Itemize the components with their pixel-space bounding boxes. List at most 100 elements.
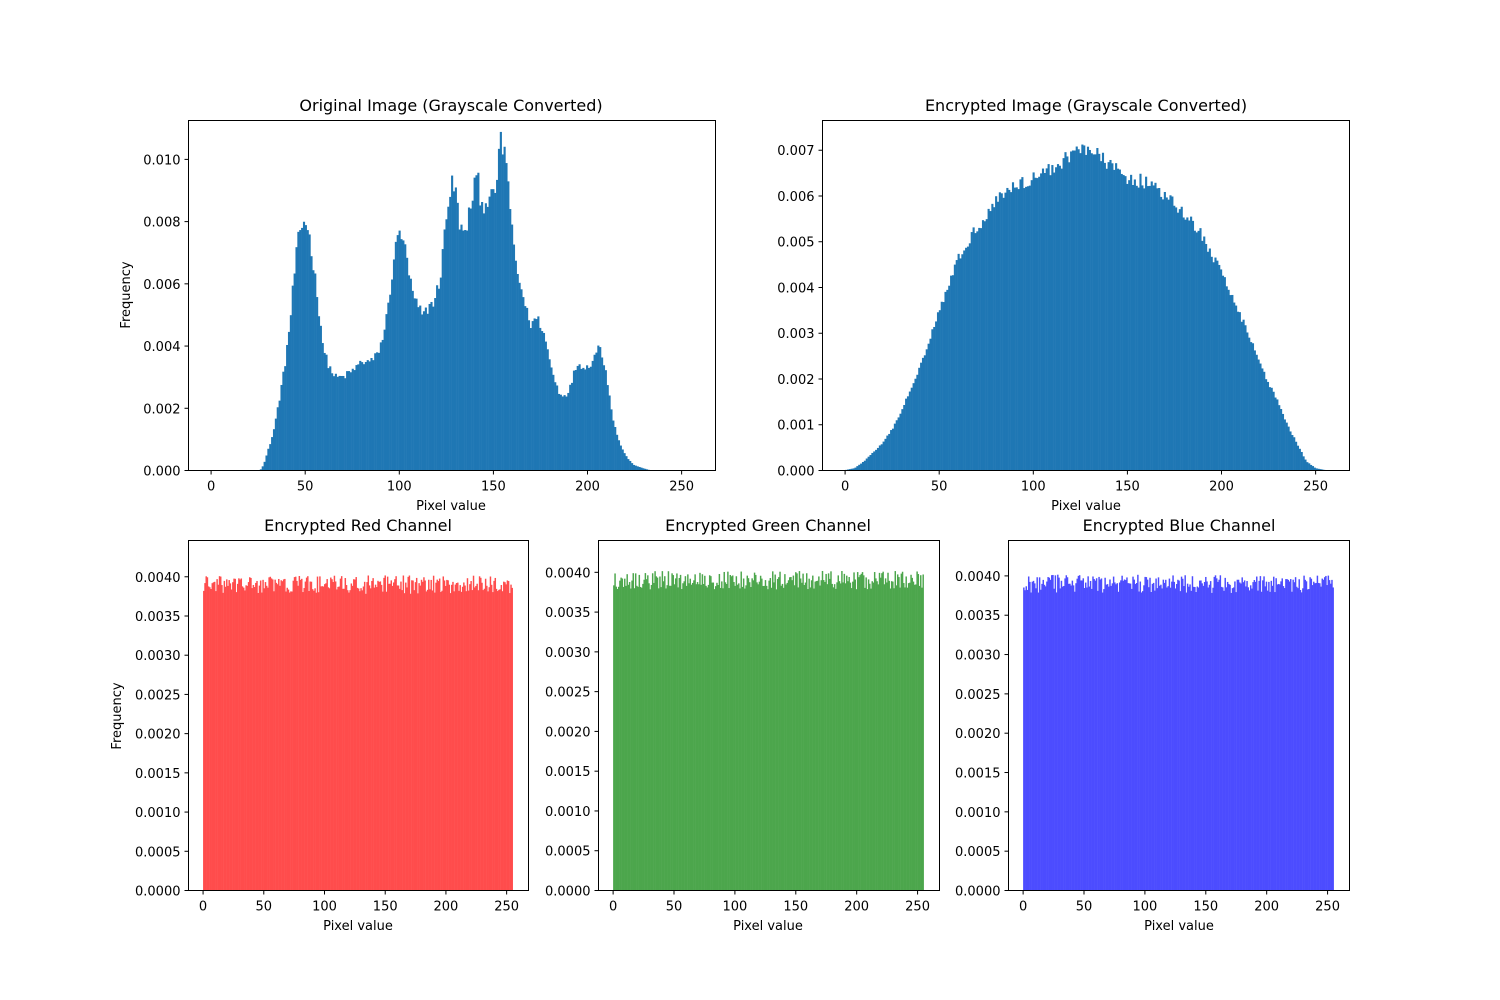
histogram-bar: [894, 571, 897, 891]
x-tick-label: 0: [1019, 900, 1027, 915]
histogram-bar: [875, 578, 877, 891]
histogram-bar: [423, 577, 425, 891]
histogram-bar: [1235, 305, 1238, 471]
histogram-bar: [765, 585, 768, 891]
histogram-bar: [501, 591, 504, 891]
histogram-bar: [301, 578, 303, 891]
histogram-bar: [385, 591, 388, 891]
histogram-bar: [836, 582, 838, 891]
histogram-bar: [464, 229, 467, 471]
histogram-bar: [430, 301, 433, 471]
histogram-bar: [888, 433, 891, 471]
histogram-bar: [357, 588, 360, 891]
histogram-bar: [694, 574, 696, 891]
histogram-bar: [1000, 193, 1003, 471]
histogram-bar: [418, 583, 420, 891]
histogram-bar: [1123, 579, 1126, 891]
histogram-bar: [1238, 312, 1241, 471]
histogram-bar: [533, 318, 536, 471]
histogram-bar: [505, 584, 507, 891]
histogram-bar: [430, 579, 432, 891]
histogram-bar: [699, 572, 701, 891]
histogram-bar: [1222, 587, 1224, 891]
histogram-bar: [718, 573, 721, 891]
histogram-bar: [507, 581, 510, 891]
y-axis-label: Frequency: [119, 261, 134, 328]
histogram-bar: [1332, 587, 1334, 891]
histogram-bar: [388, 583, 390, 891]
histogram-bar: [599, 347, 602, 471]
histogram-bar: [1175, 584, 1178, 891]
histogram-bar: [1289, 431, 1292, 471]
histogram-bar: [889, 588, 892, 891]
x-axis-label: Pixel value: [733, 919, 803, 934]
histogram-bar: [1036, 577, 1038, 891]
histogram-bar: [1221, 275, 1225, 471]
histogram-bar: [389, 294, 392, 471]
histogram-bar: [980, 228, 983, 471]
histogram-bar: [935, 321, 938, 471]
histogram-bar: [1079, 153, 1082, 471]
histogram-bar: [347, 371, 351, 471]
histogram-bar: [1070, 151, 1073, 471]
x-axis-ticks: 0 50 100 150 200 250: [1019, 890, 1340, 915]
histogram-bar: [278, 578, 280, 891]
histogram-bar: [342, 588, 344, 891]
histogram-bar: [1197, 230, 1200, 471]
bar-series: [203, 575, 513, 891]
histogram-bar: [404, 244, 407, 471]
histogram-bar: [548, 359, 551, 471]
histogram-bar: [557, 393, 561, 471]
y-tick-label: 0.0015: [545, 765, 591, 780]
histogram-bar: [346, 371, 349, 471]
y-tick-label: 0.006: [777, 190, 814, 205]
histogram-bar: [406, 257, 409, 471]
histogram-bar: [1305, 581, 1308, 891]
histogram-bar: [1019, 179, 1022, 471]
histogram-bar: [1122, 175, 1125, 471]
histogram-bar: [1146, 579, 1149, 891]
histogram-bar: [272, 429, 276, 471]
histogram-bar: [387, 302, 390, 471]
histogram-bar: [463, 582, 465, 891]
histogram-bar: [805, 573, 808, 891]
histogram-bar: [1146, 186, 1150, 471]
histogram-bar: [772, 571, 774, 891]
histogram-bar: [1047, 577, 1049, 891]
histogram-bar: [1225, 587, 1228, 891]
histogram-bar: [1101, 152, 1105, 471]
histogram-bar: [1316, 575, 1319, 891]
histogram-bar: [985, 219, 988, 471]
histogram-bar: [1328, 580, 1331, 891]
histogram-bar: [1331, 579, 1333, 891]
histogram-bar: [420, 579, 423, 891]
histogram-bar: [1205, 576, 1207, 891]
histogram-bar: [1218, 264, 1221, 471]
histogram-bar: [1156, 588, 1159, 891]
histogram-bar: [844, 583, 847, 891]
histogram-bar: [1135, 583, 1138, 891]
histogram-bar: [696, 582, 699, 891]
histogram-bar: [882, 571, 884, 891]
histogram-bar: [918, 367, 921, 471]
histogram-bar: [1071, 580, 1074, 891]
histogram-bar: [691, 582, 694, 891]
histogram-bar: [859, 575, 861, 891]
histogram-bar: [1075, 583, 1077, 891]
histogram-bar: [1128, 180, 1131, 471]
histogram-bar: [438, 578, 441, 891]
histogram-bar: [263, 588, 266, 891]
histogram-bar: [884, 578, 887, 891]
histogram-bar: [353, 579, 355, 891]
histogram-bar: [916, 571, 918, 891]
histogram-bar: [613, 585, 615, 891]
histogram-bar: [587, 367, 591, 471]
x-tick-label: 100: [387, 480, 412, 495]
histogram-bar: [873, 451, 876, 471]
histogram-bar: [1294, 577, 1297, 891]
histogram-bar: [362, 364, 366, 471]
histogram-bar: [512, 244, 516, 471]
y-tick-label: 0.003: [777, 327, 814, 342]
histogram-bar: [229, 583, 232, 891]
histogram-bar: [648, 583, 650, 891]
